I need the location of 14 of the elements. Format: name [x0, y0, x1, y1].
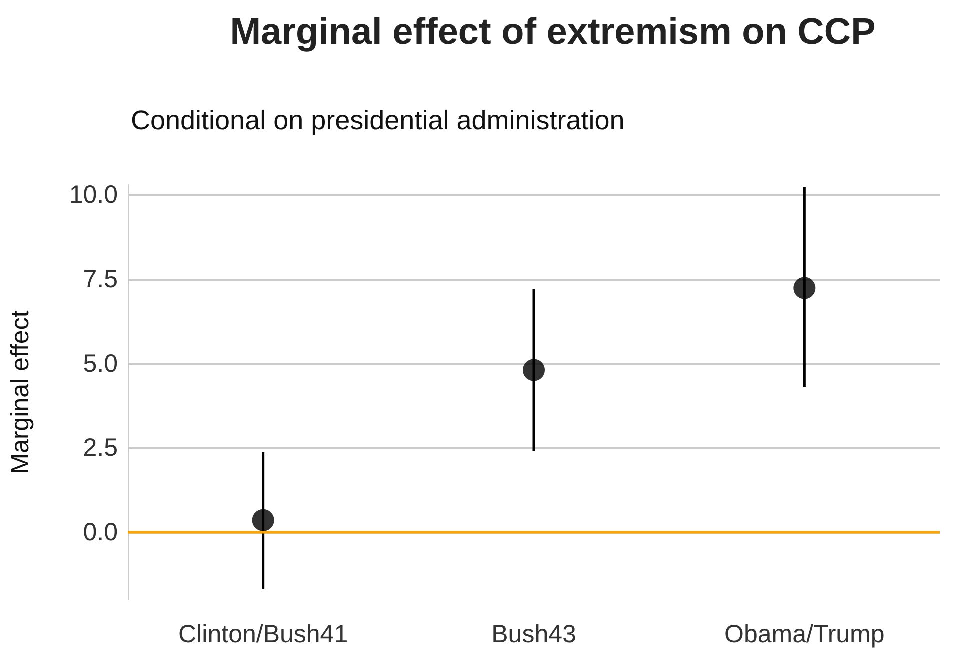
point — [523, 359, 545, 382]
x-tick-label: Obama/Trump — [724, 620, 885, 648]
y-tick-label: 2.5 — [83, 434, 118, 462]
y-tick-label: 5.0 — [83, 350, 118, 378]
x-tick-label: Bush43 — [492, 620, 576, 648]
x-tick-label: Clinton/Bush41 — [178, 620, 348, 648]
point — [252, 509, 274, 532]
chart-title: Marginal effect of extremism on CCP — [230, 11, 876, 52]
y-tick-label: 10.0 — [69, 181, 118, 210]
point — [794, 277, 816, 300]
y-axis-title: Marginal effect — [6, 310, 34, 474]
y-tick-label: 7.5 — [83, 265, 118, 294]
chart-subtitle: Conditional on presidential administration — [131, 106, 625, 136]
y-tick-label: 0.0 — [83, 518, 118, 547]
